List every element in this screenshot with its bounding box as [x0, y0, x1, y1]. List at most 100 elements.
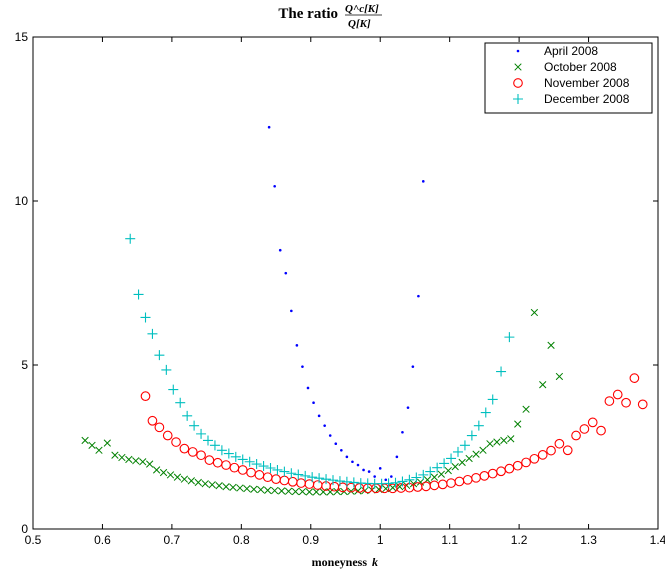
- data-point: [367, 470, 371, 473]
- data-point: [291, 487, 300, 496]
- x-axis-label-var: k: [372, 555, 378, 569]
- data-point: [159, 468, 168, 477]
- data-point: [465, 454, 473, 463]
- data-point: [504, 332, 515, 343]
- data-point: [411, 365, 415, 368]
- data-point: [147, 415, 158, 426]
- data-point: [604, 396, 615, 406]
- data-point: [146, 460, 154, 468]
- x-tick-label: 1.1: [441, 533, 458, 547]
- chart-title: The ratio Q^c[K] Q[K]: [278, 3, 382, 30]
- data-point: [111, 451, 119, 459]
- data-point: [596, 425, 606, 436]
- data-point: [340, 448, 343, 452]
- data-point: [562, 445, 573, 456]
- x-tick-label: 0.8: [233, 533, 250, 547]
- data-point: [222, 483, 230, 491]
- y-tick-label: 5: [21, 358, 28, 372]
- data-point: [237, 454, 248, 465]
- x-axis-label-text: moneyness: [312, 555, 368, 569]
- data-point: [88, 441, 96, 450]
- data-point: [154, 422, 165, 433]
- data-point: [421, 180, 425, 183]
- data-point: [395, 455, 399, 459]
- data-point: [125, 233, 136, 244]
- data-point: [334, 476, 345, 487]
- legend-label: December 2008: [544, 92, 630, 106]
- title-numerator: Q^c[K]: [345, 3, 379, 15]
- axis-ticks: 0.5 0.6 0.7 0.8 0.9 1 1.1 1.2 1.3 1.4 0 5 10 15: [15, 30, 665, 547]
- legend: April 2008 October 2008 November 2008 Decem…: [484, 42, 653, 114]
- data-point: [272, 464, 283, 475]
- data-point: [187, 447, 198, 457]
- data-point: [307, 472, 318, 483]
- data-point: [236, 484, 244, 492]
- data-point: [328, 475, 338, 486]
- data-point: [430, 473, 439, 481]
- data-point: [351, 460, 354, 464]
- data-point: [637, 399, 648, 410]
- data-point: [496, 366, 507, 377]
- data-point: [473, 420, 484, 431]
- data-point: [95, 446, 103, 454]
- data-point: [300, 470, 311, 481]
- data-point: [507, 435, 515, 443]
- data-point: [257, 485, 265, 494]
- title-prefix: The ratio: [278, 6, 338, 22]
- data-point: [277, 487, 286, 495]
- data-point: [278, 248, 282, 252]
- data-point: [312, 401, 315, 405]
- data-point: [439, 458, 450, 469]
- data-point: [265, 462, 276, 473]
- data-point: [154, 350, 165, 361]
- data-point: [401, 430, 404, 434]
- data-point: [203, 435, 213, 446]
- data-point: [397, 476, 408, 487]
- data-point: [554, 438, 565, 449]
- data-point: [162, 430, 173, 441]
- data-point: [389, 484, 397, 492]
- data-point: [179, 443, 190, 454]
- data-point: [208, 481, 216, 489]
- data-point: [341, 476, 352, 487]
- series-x: [81, 308, 564, 496]
- data-point: [417, 294, 420, 298]
- data-point: [409, 480, 418, 488]
- data-point: [514, 420, 522, 428]
- data-point: [301, 365, 304, 368]
- data-point: [546, 445, 556, 456]
- series-plus: [125, 233, 515, 489]
- data-point: [152, 466, 161, 474]
- data-point: [229, 483, 237, 491]
- data-point: [493, 438, 501, 446]
- data-point: [168, 384, 179, 395]
- data-point: [290, 309, 293, 313]
- data-point: [530, 308, 539, 317]
- data-point: [306, 386, 310, 390]
- legend-marker: [513, 78, 523, 88]
- data-point: [522, 405, 530, 413]
- data-point: [432, 462, 443, 473]
- data-point: [472, 450, 480, 458]
- plot-area: [32, 36, 659, 530]
- data-point: [321, 474, 332, 485]
- data-point: [500, 436, 508, 445]
- data-point: [125, 455, 133, 464]
- data-point: [230, 451, 241, 462]
- data-point: [171, 437, 181, 447]
- data-point: [201, 480, 209, 488]
- data-point: [258, 461, 269, 472]
- data-point: [139, 458, 147, 466]
- data-point: [404, 474, 415, 485]
- data-point: [314, 473, 325, 484]
- data-point: [537, 450, 548, 460]
- legend-label: April 2008: [544, 44, 598, 58]
- data-point: [425, 466, 436, 477]
- data-point: [629, 373, 640, 383]
- data-point: [323, 424, 326, 427]
- data-point: [486, 440, 494, 448]
- data-point: [453, 446, 463, 457]
- data-point: [161, 364, 172, 375]
- data-point: [390, 477, 401, 488]
